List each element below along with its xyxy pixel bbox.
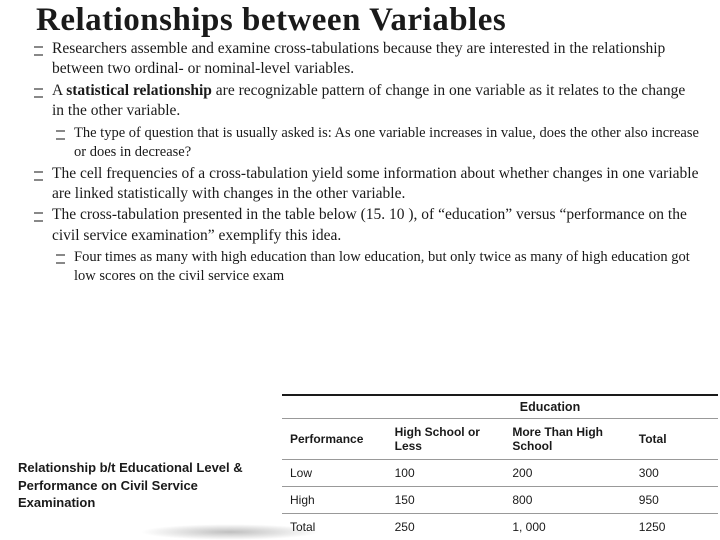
table-caption: Relationship b/t Educational Level & Per… — [0, 459, 282, 540]
row-label: High — [282, 487, 387, 514]
table-super-header: Education — [282, 394, 718, 418]
sub-bullet-2: Four times as many with high education t… — [58, 248, 700, 286]
table-row: Low 100 200 300 — [282, 460, 718, 487]
table-header-row: Performance High School or Less More Tha… — [282, 419, 718, 460]
col-total: Total — [631, 419, 718, 460]
bullet-3: The cell frequencies of a cross-tabulati… — [36, 164, 700, 205]
col-performance: Performance — [282, 419, 387, 460]
sub-list-2: Four times as many with high education t… — [36, 248, 700, 286]
data-table: Performance High School or Less More Tha… — [282, 418, 718, 540]
bullet-4: The cross-tabulation presented in the ta… — [36, 205, 700, 246]
cell: 1, 000 — [504, 514, 630, 540]
lower-region: Relationship b/t Educational Level & Per… — [0, 394, 720, 540]
cell: 950 — [631, 487, 718, 514]
table-wrap: Education Performance High School or Les… — [282, 394, 720, 540]
bullet-2-pre: A — [52, 82, 66, 99]
row-label: Total — [282, 514, 387, 540]
row-label: Low — [282, 460, 387, 487]
bullet-2-bold: statistical relationship — [66, 82, 212, 99]
cell: 300 — [631, 460, 718, 487]
slide-content: Researchers assemble and examine cross-t… — [0, 39, 720, 286]
bullet-list-2: The cell frequencies of a cross-tabulati… — [36, 164, 700, 247]
sub-list-1: The type of question that is usually ask… — [36, 124, 700, 162]
bullet-2: A statistical relationship are recogniza… — [36, 81, 700, 122]
table-row-total: Total 250 1, 000 1250 — [282, 514, 718, 540]
cell: 100 — [387, 460, 505, 487]
bullet-list: Researchers assemble and examine cross-t… — [36, 39, 700, 122]
cell: 200 — [504, 460, 630, 487]
cell: 1250 — [631, 514, 718, 540]
col-highschool-or-less: High School or Less — [387, 419, 505, 460]
bullet-1: Researchers assemble and examine cross-t… — [36, 39, 700, 80]
cell: 250 — [387, 514, 505, 540]
cell: 800 — [504, 487, 630, 514]
table-row: High 150 800 950 — [282, 487, 718, 514]
slide-title: Relationships between Variables — [0, 0, 720, 39]
sub-bullet-1: The type of question that is usually ask… — [58, 124, 700, 162]
col-more-than-highschool: More Than High School — [504, 419, 630, 460]
cell: 150 — [387, 487, 505, 514]
